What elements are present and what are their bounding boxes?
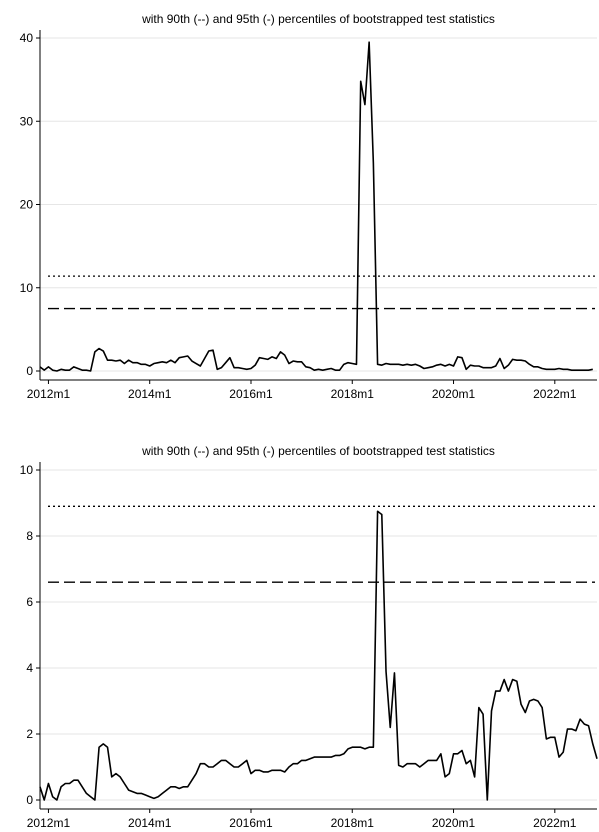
y-tick-label: 40 [20, 31, 34, 45]
x-tick-label: 2018m1 [331, 387, 375, 401]
x-tick-label: 2016m1 [229, 816, 273, 830]
x-tick-label: 2012m1 [27, 387, 71, 401]
x-tick-label: 2014m1 [128, 387, 172, 401]
chart-title: with 90th (--) and 95th (-) percentiles … [141, 444, 495, 458]
y-tick-label: 10 [20, 281, 34, 295]
x-tick-label: 2018m1 [331, 816, 375, 830]
y-tick-label: 10 [20, 463, 34, 477]
chart-panel-1: with 90th (--) and 95th (-) percentiles … [20, 12, 597, 401]
chart-title: with 90th (--) and 95th (-) percentiles … [141, 12, 495, 26]
chart-panel-2: with 90th (--) and 95th (-) percentiles … [20, 444, 598, 830]
y-tick-label: 0 [26, 364, 33, 378]
series-line [39, 510, 598, 801]
y-tick-label: 8 [26, 529, 33, 543]
x-tick-label: 2022m1 [533, 816, 577, 830]
x-tick-label: 2012m1 [27, 816, 71, 830]
y-tick-label: 30 [20, 114, 34, 128]
y-tick-label: 0 [26, 793, 33, 807]
y-tick-label: 6 [26, 595, 33, 609]
y-tick-label: 20 [20, 198, 34, 212]
x-tick-label: 2022m1 [533, 387, 577, 401]
y-tick-label: 4 [26, 661, 33, 675]
y-tick-label: 2 [26, 727, 33, 741]
x-tick-label: 2020m1 [432, 387, 476, 401]
series-line [39, 41, 593, 372]
x-tick-label: 2016m1 [229, 387, 273, 401]
x-tick-label: 2014m1 [128, 816, 172, 830]
x-tick-label: 2020m1 [432, 816, 476, 830]
